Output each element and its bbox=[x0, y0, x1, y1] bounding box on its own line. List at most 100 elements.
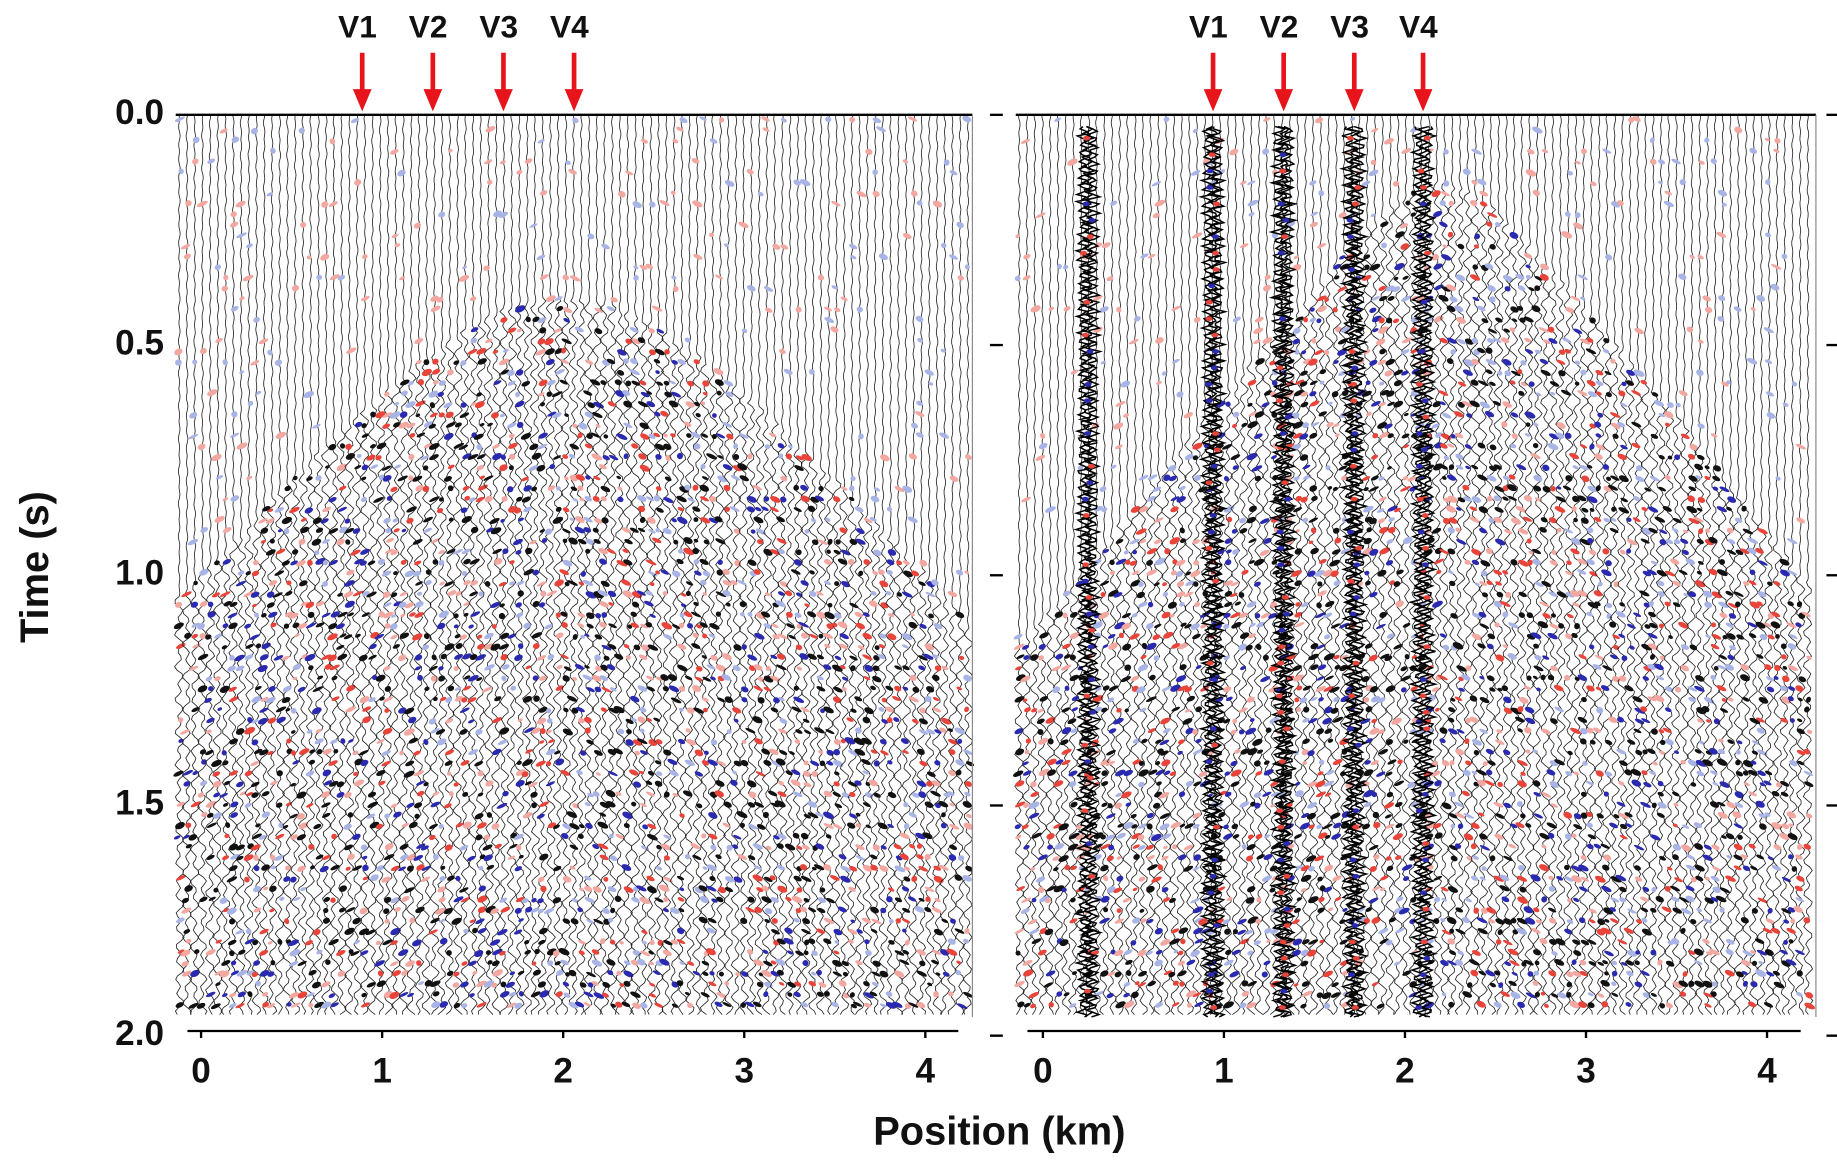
seismic-wavelet bbox=[881, 719, 889, 724]
seismic-wavelet bbox=[619, 983, 625, 987]
seismic-wavelet bbox=[551, 391, 563, 397]
seismic-wavelet bbox=[361, 476, 367, 481]
seismic-wavelet bbox=[474, 949, 484, 957]
seismic-wavelet bbox=[244, 654, 254, 661]
seismic-wavelet bbox=[706, 885, 717, 892]
seismic-wavelet bbox=[497, 739, 508, 746]
seismic-wavelet bbox=[677, 664, 688, 672]
seismic-wavelet bbox=[235, 580, 247, 587]
seismic-wavelet bbox=[1172, 1002, 1180, 1007]
seismic-wavelet bbox=[307, 611, 315, 618]
seismic-wavelet bbox=[733, 644, 742, 651]
seismic-wavelet bbox=[183, 781, 191, 787]
seismic-wavelet bbox=[701, 760, 709, 766]
seismic-wavelet bbox=[1186, 1002, 1192, 1008]
seismic-wavelet bbox=[473, 433, 484, 440]
seismic-trace bbox=[351, 114, 363, 1015]
seismic-wavelet bbox=[399, 591, 408, 597]
seismic-wavelet bbox=[518, 991, 524, 997]
seismic-wavelet bbox=[649, 613, 656, 618]
seismic-wavelet bbox=[486, 527, 494, 533]
seismic-wavelet bbox=[206, 991, 216, 998]
seismic-wavelet bbox=[369, 444, 376, 449]
seismic-wavelet bbox=[655, 443, 666, 451]
seismic-wavelet bbox=[1151, 181, 1162, 187]
seismic-wavelet bbox=[455, 591, 463, 596]
seismic-wavelet bbox=[447, 464, 455, 470]
seismic-wavelet bbox=[370, 464, 379, 470]
seismic-wavelet bbox=[408, 381, 414, 386]
seismic-wavelet bbox=[175, 1002, 184, 1008]
seismic-wavelet bbox=[470, 337, 478, 344]
seismic-wavelet bbox=[430, 801, 441, 808]
seismic-wavelet bbox=[606, 306, 615, 312]
seismic-wavelet bbox=[174, 116, 185, 123]
seismic-wavelet bbox=[212, 771, 221, 777]
seismic-wavelet bbox=[831, 200, 841, 207]
seismic-wavelet bbox=[423, 633, 430, 640]
seismic-wavelet bbox=[1163, 474, 1171, 481]
seismic-wavelet bbox=[895, 918, 902, 924]
seismic-wavelet bbox=[1058, 823, 1069, 831]
seismic-wavelet bbox=[584, 802, 591, 807]
seismic-wavelet bbox=[1024, 749, 1030, 755]
seismic-wavelet bbox=[594, 634, 603, 640]
seismic-wavelet bbox=[556, 486, 561, 491]
seismic-wavelet bbox=[916, 748, 925, 755]
seismic-wavelet bbox=[918, 866, 928, 872]
seismic-wavelet bbox=[615, 833, 625, 840]
seismic-wavelet bbox=[931, 579, 939, 586]
seismic-wavelet bbox=[1069, 632, 1080, 639]
seismic-wavelet bbox=[577, 485, 584, 491]
seismic-wavelet bbox=[1155, 761, 1161, 766]
seismic-wavelet bbox=[1043, 982, 1054, 988]
seismic-wavelet bbox=[346, 684, 356, 692]
seismic-wavelet bbox=[561, 347, 567, 354]
seismic-wavelet bbox=[1137, 845, 1146, 851]
seismic-wavelet bbox=[842, 971, 849, 977]
seismic-wavelet bbox=[872, 117, 882, 124]
seismic-wavelet bbox=[834, 612, 842, 619]
seismic-wavelet bbox=[656, 328, 665, 334]
seismic-wavelet bbox=[779, 750, 788, 756]
seismic-wavelet bbox=[715, 664, 727, 672]
seismic-wavelet bbox=[739, 612, 745, 617]
seismic-wavelet bbox=[1138, 601, 1148, 608]
seismic-wavelet bbox=[413, 222, 422, 229]
seismic-wavelet bbox=[1161, 371, 1167, 376]
seismic-wavelet bbox=[1013, 633, 1023, 640]
seismic-wavelet bbox=[1052, 686, 1061, 694]
seismic-wavelet bbox=[413, 855, 424, 861]
seismic-wavelet bbox=[438, 211, 446, 218]
seismic-wavelet bbox=[646, 875, 655, 882]
seismic-wavelet bbox=[1014, 928, 1025, 934]
seismic-wavelet bbox=[962, 801, 972, 808]
seismic-wavelet bbox=[425, 569, 432, 575]
annotation-label: V1 bbox=[338, 9, 377, 45]
seismic-wavelet bbox=[892, 1001, 903, 1008]
seismic-wavelet bbox=[798, 621, 809, 628]
seismic-wavelet bbox=[622, 590, 633, 598]
seismic-wavelet bbox=[416, 790, 425, 797]
seismic-wavelet bbox=[337, 275, 346, 281]
seismic-wavelet bbox=[823, 790, 833, 798]
seismic-wavelet bbox=[1123, 821, 1134, 829]
seismic-wavelet bbox=[1046, 885, 1057, 892]
seismic-wavelet bbox=[290, 730, 296, 734]
seismic-wavelet bbox=[813, 864, 825, 871]
seismic-wavelet bbox=[1183, 591, 1194, 598]
seismic-wavelet bbox=[514, 866, 523, 872]
seismic-wavelet bbox=[360, 844, 368, 851]
seismic-trace bbox=[429, 114, 440, 1015]
seismic-wavelet bbox=[871, 918, 882, 925]
seismic-wavelet bbox=[492, 969, 504, 977]
seismic-wavelet bbox=[1064, 685, 1070, 691]
seismic-wavelet bbox=[352, 590, 364, 597]
seismic-wavelet bbox=[567, 580, 578, 586]
seismic-wavelet bbox=[560, 359, 570, 365]
seismic-wavelet bbox=[709, 876, 716, 882]
seismic-wavelet bbox=[425, 580, 432, 586]
seismic-wavelet bbox=[723, 380, 734, 387]
seismic-wavelet bbox=[571, 707, 579, 714]
seismic-wavelet bbox=[721, 653, 732, 661]
